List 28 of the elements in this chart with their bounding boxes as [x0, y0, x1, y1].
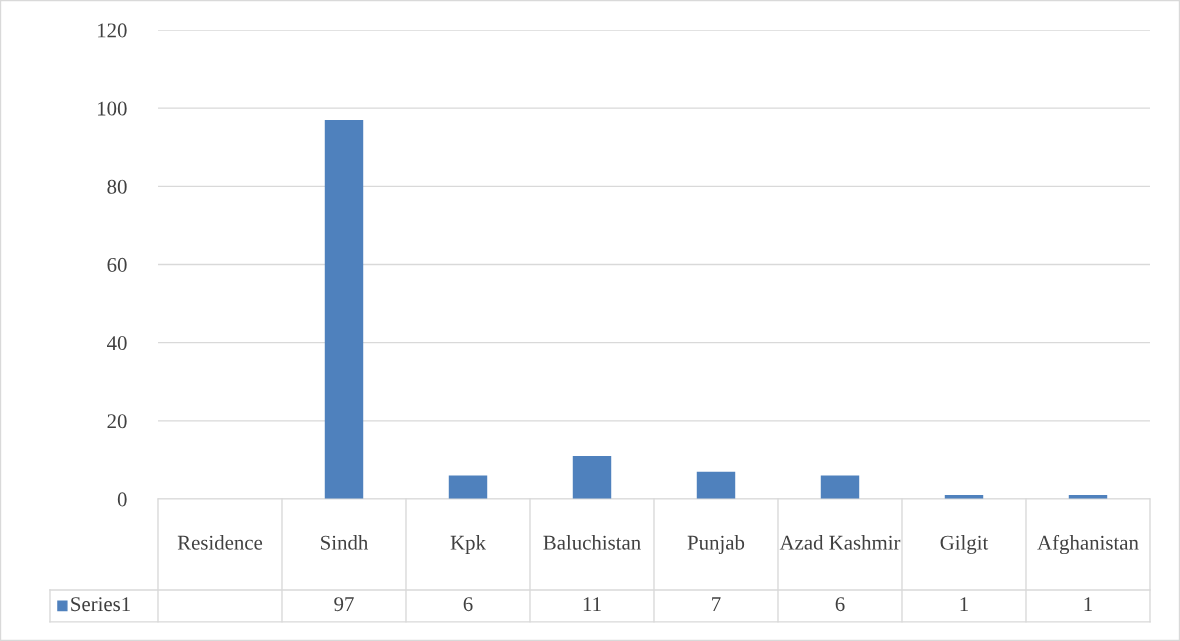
x-tick-label: Sindh: [321, 535, 369, 550]
bar: [820, 475, 860, 499]
y-tick-label: 20: [107, 414, 127, 429]
y-tick-label: 80: [107, 179, 127, 194]
y-tick-label: 100: [98, 101, 127, 116]
data-label: 1: [960, 597, 968, 611]
data-label: 7: [712, 597, 721, 611]
bar: [448, 475, 488, 499]
x-tick-label: Punjab: [687, 535, 745, 554]
y-tick-label: 120: [98, 23, 127, 38]
x-tick-label: Gilgit: [940, 535, 989, 554]
legend-label: Series1: [71, 597, 130, 612]
data-label: 97: [334, 597, 354, 612]
data-label: 6: [463, 597, 473, 612]
bar: [572, 456, 612, 499]
y-tick-label: 60: [107, 257, 127, 272]
bar: [696, 471, 736, 499]
x-tick-label: Azad Kashmir: [779, 535, 901, 550]
x-tick-label: Kpk: [450, 535, 486, 554]
x-tick-label: Residence: [177, 535, 263, 550]
y-tick-label: 0: [117, 492, 127, 507]
x-tick-label: Baluchistan: [543, 535, 641, 550]
y-tick-label: 40: [107, 336, 127, 351]
data-label: 1: [1084, 597, 1092, 611]
bar: [324, 119, 364, 499]
data-label: 6: [835, 597, 845, 612]
x-tick-label: Afghanistan: [1037, 534, 1139, 555]
data-label: 11: [583, 597, 601, 611]
